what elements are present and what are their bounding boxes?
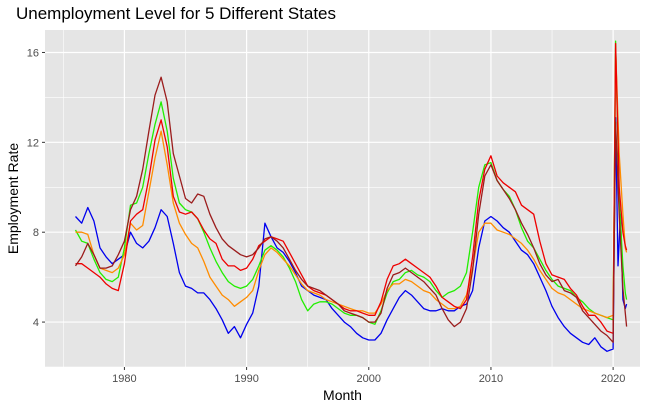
series-line-4 [75, 42, 628, 334]
chart-title: Unemployment Level for 5 Different State… [16, 4, 337, 23]
tick-labels: 1980 1990 2000 2010 2020 4 8 12 16 [27, 47, 626, 385]
x-tick-label: 2020 [601, 373, 625, 385]
y-axis-title: Employment Rate [5, 143, 21, 254]
series-line-5 [74, 76, 628, 343]
axis-ticks [42, 51, 614, 370]
y-tick-label: 8 [33, 227, 39, 239]
x-tick-label: 1980 [112, 373, 136, 385]
series-layer [74, 40, 628, 352]
plot-panel [45, 30, 640, 367]
series-line-1 [75, 116, 628, 352]
series-line-3 [75, 47, 628, 319]
y-tick-label: 4 [33, 317, 39, 329]
y-tick-label: 16 [27, 47, 39, 59]
x-tick-label: 2010 [479, 373, 503, 385]
x-tick-label: 1990 [234, 373, 258, 385]
y-tick-label: 12 [27, 137, 39, 149]
x-axis-title: Month [323, 387, 362, 403]
major-gridlines [45, 30, 640, 367]
x-tick-label: 2000 [357, 373, 381, 385]
